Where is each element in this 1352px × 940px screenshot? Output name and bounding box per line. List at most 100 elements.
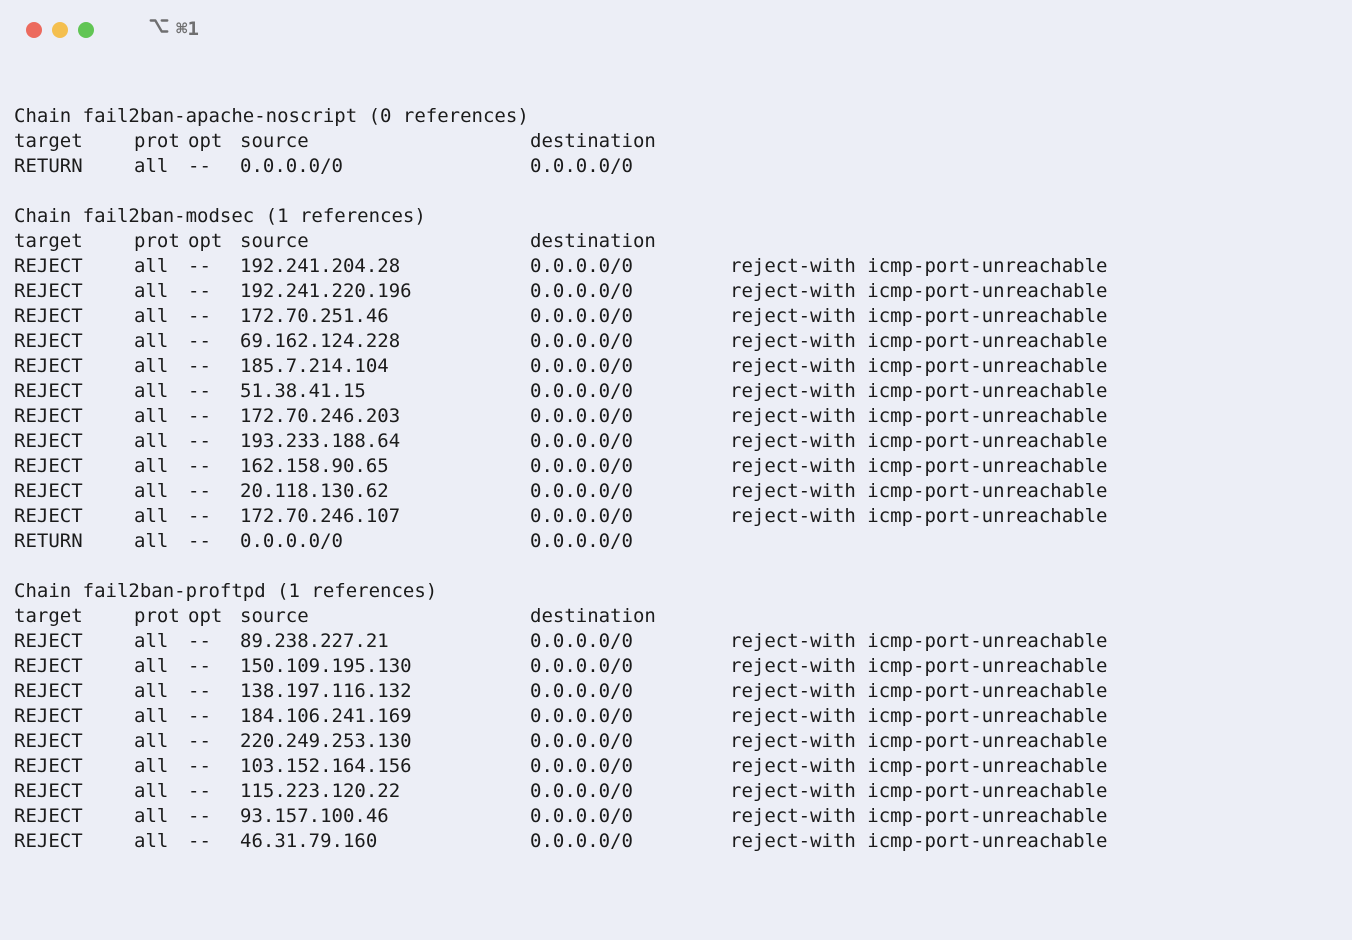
cell-extra: reject-with icmp-port-unreachable [730, 629, 1338, 654]
cell-prot: all [134, 504, 188, 529]
cell-extra: reject-with icmp-port-unreachable [730, 654, 1338, 679]
cell-opt: -- [188, 829, 240, 854]
maximize-button[interactable] [78, 22, 94, 38]
cell-opt: -- [188, 154, 240, 179]
table-row: REJECTall--172.70.246.1070.0.0.0/0reject… [14, 504, 1338, 529]
cell-extra: reject-with icmp-port-unreachable [730, 704, 1338, 729]
table-row: REJECTall--20.118.130.620.0.0.0/0reject-… [14, 479, 1338, 504]
cell-target: REJECT [14, 754, 134, 779]
cell-source: 115.223.120.22 [240, 779, 530, 804]
table-row: REJECTall--192.241.220.1960.0.0.0/0rejec… [14, 279, 1338, 304]
cell-target: REJECT [14, 654, 134, 679]
cell-target: REJECT [14, 429, 134, 454]
cell-extra: reject-with icmp-port-unreachable [730, 829, 1338, 854]
cell-prot: all [134, 379, 188, 404]
cell-source: source [240, 229, 530, 254]
table-row: RETURNall--0.0.0.0/00.0.0.0/0 [14, 529, 1338, 554]
cell-target: target [14, 604, 134, 629]
cell-extra: reject-with icmp-port-unreachable [730, 479, 1338, 504]
table-row: RETURNall--0.0.0.0/00.0.0.0/0 [14, 154, 1338, 179]
cell-source: source [240, 129, 530, 154]
table-row: REJECTall--115.223.120.220.0.0.0/0reject… [14, 779, 1338, 804]
cell-destination: 0.0.0.0/0 [530, 504, 730, 529]
table-row: REJECTall--46.31.79.1600.0.0.0/0reject-w… [14, 829, 1338, 854]
cell-opt: -- [188, 429, 240, 454]
cell-destination: 0.0.0.0/0 [530, 254, 730, 279]
minimize-button[interactable] [52, 22, 68, 38]
table-row: REJECTall--103.152.164.1560.0.0.0/0rejec… [14, 754, 1338, 779]
cell-target: REJECT [14, 379, 134, 404]
cell-target: REJECT [14, 304, 134, 329]
cell-prot: all [134, 704, 188, 729]
cell-target: REJECT [14, 504, 134, 529]
cell-prot: all [134, 729, 188, 754]
cell-opt: -- [188, 654, 240, 679]
cell-destination: 0.0.0.0/0 [530, 479, 730, 504]
cell-opt: -- [188, 379, 240, 404]
cell-destination: 0.0.0.0/0 [530, 279, 730, 304]
cell-prot: prot [134, 229, 188, 254]
table-row: REJECTall--172.70.251.460.0.0.0/0reject-… [14, 304, 1338, 329]
cell-extra: reject-with icmp-port-unreachable [730, 304, 1338, 329]
table-header: targetprotoptsourcedestination [14, 129, 1338, 154]
cell-source: 89.238.227.21 [240, 629, 530, 654]
chain-title: Chain fail2ban-modsec (1 references) [14, 204, 1338, 229]
cell-extra: reject-with icmp-port-unreachable [730, 754, 1338, 779]
cell-destination: destination [530, 229, 730, 254]
cell-prot: all [134, 754, 188, 779]
cell-target: REJECT [14, 629, 134, 654]
cell-source: 220.249.253.130 [240, 729, 530, 754]
cell-opt: -- [188, 529, 240, 554]
cell-prot: all [134, 154, 188, 179]
cell-opt: -- [188, 404, 240, 429]
cell-source: 185.7.214.104 [240, 354, 530, 379]
table-row: REJECTall--220.249.253.1300.0.0.0/0rejec… [14, 729, 1338, 754]
terminal-output[interactable]: Chain fail2ban-apache-noscript (0 refere… [0, 50, 1352, 854]
cell-target: REJECT [14, 279, 134, 304]
table-row: REJECTall--184.106.241.1690.0.0.0/0rejec… [14, 704, 1338, 729]
cell-prot: all [134, 354, 188, 379]
cell-target: REJECT [14, 804, 134, 829]
table-row: REJECTall--89.238.227.210.0.0.0/0reject-… [14, 629, 1338, 654]
cell-target: REJECT [14, 779, 134, 804]
cell-source: 0.0.0.0/0 [240, 529, 530, 554]
cell-opt: opt [188, 604, 240, 629]
cell-destination: destination [530, 129, 730, 154]
cell-opt: opt [188, 229, 240, 254]
cell-destination: 0.0.0.0/0 [530, 829, 730, 854]
cell-destination: 0.0.0.0/0 [530, 629, 730, 654]
cell-source: 103.152.164.156 [240, 754, 530, 779]
table-header: targetprotoptsourcedestination [14, 229, 1338, 254]
table-row: REJECTall--185.7.214.1040.0.0.0/0reject-… [14, 354, 1338, 379]
cell-extra [730, 229, 1338, 254]
terminal-tab[interactable]: ⌘1 [148, 15, 199, 44]
cell-destination: 0.0.0.0/0 [530, 329, 730, 354]
cell-destination: 0.0.0.0/0 [530, 529, 730, 554]
cell-destination: 0.0.0.0/0 [530, 379, 730, 404]
cell-prot: all [134, 479, 188, 504]
cell-source: 172.70.251.46 [240, 304, 530, 329]
window-titlebar: ⌘1 [0, 0, 1352, 50]
table-row: REJECTall--93.157.100.460.0.0.0/0reject-… [14, 804, 1338, 829]
cell-target: RETURN [14, 529, 134, 554]
cell-destination: 0.0.0.0/0 [530, 729, 730, 754]
close-button[interactable] [26, 22, 42, 38]
cell-prot: all [134, 629, 188, 654]
table-header: targetprotoptsourcedestination [14, 604, 1338, 629]
cell-extra: reject-with icmp-port-unreachable [730, 404, 1338, 429]
cell-source: 193.233.188.64 [240, 429, 530, 454]
cell-prot: all [134, 529, 188, 554]
cell-target: REJECT [14, 329, 134, 354]
cell-prot: prot [134, 604, 188, 629]
table-row: REJECTall--162.158.90.650.0.0.0/0reject-… [14, 454, 1338, 479]
cell-extra [730, 604, 1338, 629]
cell-target: REJECT [14, 404, 134, 429]
cell-target: REJECT [14, 479, 134, 504]
cell-target: RETURN [14, 154, 134, 179]
cell-extra [730, 129, 1338, 154]
chain-title: Chain fail2ban-apache-noscript (0 refere… [14, 104, 1338, 129]
cell-extra: reject-with icmp-port-unreachable [730, 454, 1338, 479]
cell-extra: reject-with icmp-port-unreachable [730, 379, 1338, 404]
cell-source: 172.70.246.107 [240, 504, 530, 529]
table-row: REJECTall--150.109.195.1300.0.0.0/0rejec… [14, 654, 1338, 679]
